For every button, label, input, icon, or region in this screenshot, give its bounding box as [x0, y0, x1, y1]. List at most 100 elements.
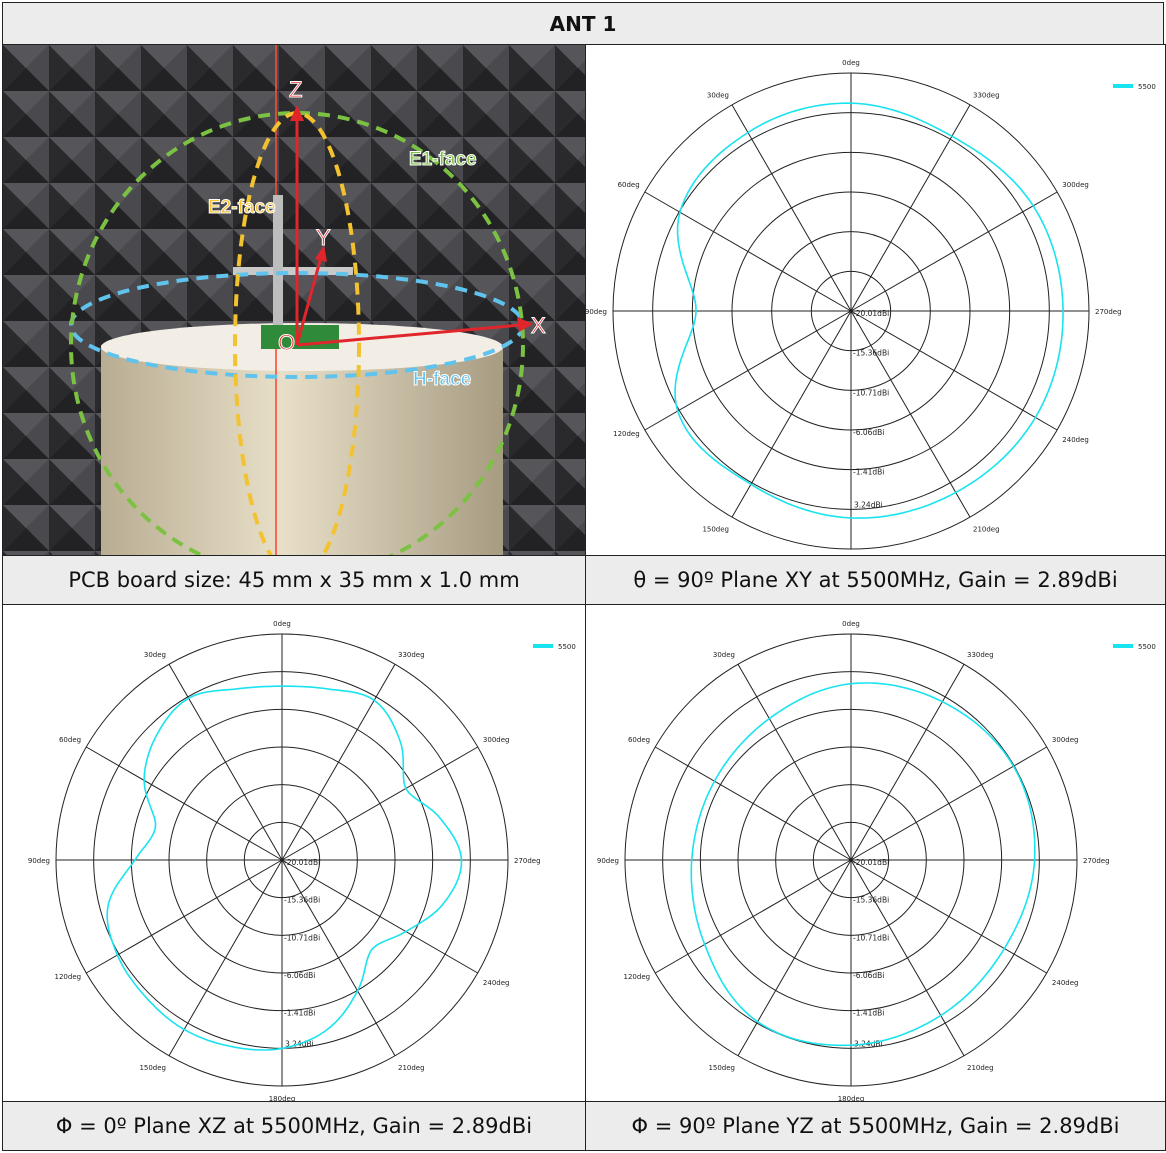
radial-tick-label: -6.06dBi — [284, 971, 315, 980]
polar-spoke — [655, 859, 852, 974]
radial-tick-label: -20.01dBi — [284, 858, 320, 867]
angle-tick-label: 0deg — [273, 620, 291, 628]
antenna-setup-photo: Z Y X O E1-face E2-face H-face — [3, 45, 585, 555]
polar-spoke — [850, 859, 965, 1056]
angle-tick-label: 270deg — [1083, 857, 1110, 865]
angle-tick-label: 120deg — [613, 430, 640, 438]
polar-spoke — [850, 859, 1047, 974]
polar-spoke — [850, 664, 965, 861]
radial-tick-label: -10.71dBi — [853, 388, 889, 397]
x-axis-label: X — [531, 313, 546, 338]
polar-spoke — [850, 310, 1058, 431]
radial-tick-label: -10.71dBi — [853, 933, 889, 942]
polar-spoke — [850, 746, 1047, 861]
figure-title: ANT 1 — [2, 2, 1164, 45]
radial-tick-label: -6.06dBi — [853, 428, 884, 437]
caption-xy: θ = 90º Plane XY at 5500MHz, Gain = 2.89… — [585, 555, 1166, 605]
polar-spoke — [281, 664, 396, 861]
radial-tick-label: -6.06dBi — [853, 971, 884, 980]
angle-tick-label: 150deg — [139, 1064, 166, 1072]
caption-xz: Φ = 0º Plane XZ at 5500MHz, Gain = 2.89d… — [2, 1101, 586, 1151]
angle-tick-label: 90deg — [597, 857, 619, 865]
angle-tick-label: 240deg — [483, 979, 510, 987]
polar-spoke — [168, 664, 283, 861]
photo-panel: Z Y X O E1-face E2-face H-face — [2, 44, 586, 556]
angle-tick-label: 0deg — [842, 620, 860, 628]
series-line-5500 — [690, 682, 1036, 1047]
angle-tick-label: 180deg — [838, 1095, 865, 1101]
y-axis-label: Y — [316, 225, 331, 250]
polar-spoke — [281, 859, 478, 974]
polar-spoke — [850, 104, 971, 312]
polar-spoke — [644, 191, 852, 312]
legend-label: 5500 — [1138, 83, 1156, 91]
angle-tick-label: 330deg — [967, 651, 994, 659]
radial-tick-label: 3.24dBi — [854, 500, 883, 509]
polar-spoke — [281, 859, 396, 1056]
angle-tick-label: 90deg — [28, 857, 50, 865]
angle-tick-label: 210deg — [973, 525, 1000, 533]
angle-tick-label: 270deg — [514, 857, 541, 865]
polar-spoke — [644, 310, 852, 431]
caption-photo: PCB board size: 45 mm x 35 mm x 1.0 mm — [2, 555, 586, 605]
angle-tick-label: 210deg — [398, 1064, 425, 1072]
e1-face-label: E1-face — [409, 149, 477, 170]
polar-chart-xz: 0deg 330deg 300deg 270deg 240deg 210deg 180deg… — [28, 620, 576, 1101]
angle-tick-label: 0deg — [842, 59, 860, 67]
angle-tick-label: 120deg — [55, 973, 82, 981]
angle-tick-label: 240deg — [1052, 979, 1079, 987]
angle-tick-label: 300deg — [1052, 736, 1079, 744]
polar-spoke — [731, 104, 852, 312]
radial-tick-label: -1.41dBi — [853, 1009, 884, 1018]
polar-spoke — [168, 859, 283, 1056]
angle-tick-label: 270deg — [1095, 308, 1122, 316]
angle-tick-label: 240deg — [1062, 436, 1089, 444]
chart-xy-panel: 0deg330deg300deg270deg240deg210deg180deg… — [585, 44, 1166, 556]
legend-label: 5500 — [558, 643, 576, 651]
h-face-label: H-face — [413, 369, 471, 390]
angle-tick-label: 300deg — [1062, 181, 1089, 189]
angle-tick-label: 330deg — [973, 92, 1000, 100]
series-line-5500 — [106, 685, 463, 1051]
angle-tick-label: 150deg — [708, 1064, 735, 1072]
chart-yz-panel: 0deg 330deg 300deg 270deg 240deg 210deg 180deg… — [585, 604, 1166, 1102]
polar-spoke — [737, 664, 852, 861]
polar-spoke — [86, 859, 283, 974]
polar-chart-yz: 0deg 330deg 300deg 270deg 240deg 210deg 180deg… — [597, 620, 1156, 1101]
angle-tick-label: 30deg — [144, 651, 166, 659]
angle-tick-label: 90deg — [586, 308, 607, 316]
radial-tick-label: -1.41dBi — [284, 1009, 315, 1018]
radial-tick-label: -15.36dBi — [853, 896, 889, 905]
angle-tick-label: 60deg — [618, 181, 640, 189]
angle-tick-label: 150deg — [702, 525, 729, 533]
angle-tick-label: 30deg — [707, 92, 729, 100]
polar-spoke — [737, 859, 852, 1056]
z-axis-label: Z — [289, 77, 302, 102]
radial-tick-label: -15.36dBi — [284, 896, 320, 905]
legend-label: 5500 — [1138, 643, 1156, 651]
polar-spoke — [86, 746, 283, 861]
angle-tick-label: 210deg — [967, 1064, 994, 1072]
angle-tick-label: 180deg — [269, 1095, 296, 1101]
angle-tick-label: 120deg — [624, 973, 651, 981]
angle-tick-label: 60deg — [628, 736, 650, 744]
origin-label: O — [278, 330, 295, 355]
series-line-5500 — [674, 102, 1064, 519]
polar-spoke — [850, 310, 971, 518]
radial-tick-label: -1.41dBi — [853, 468, 884, 477]
angle-tick-label: 300deg — [483, 736, 510, 744]
polar-spoke — [655, 746, 852, 861]
polar-spoke — [281, 746, 478, 861]
angle-tick-label: 330deg — [398, 651, 425, 659]
radial-tick-label: -15.36dBi — [853, 349, 889, 358]
polar-spoke — [850, 191, 1058, 312]
angle-tick-label: 60deg — [59, 736, 81, 744]
radial-tick-label: -20.01dBi — [853, 858, 889, 867]
radial-tick-label: -10.71dBi — [284, 933, 320, 942]
caption-yz: Φ = 90º Plane YZ at 5500MHz, Gain = 2.89… — [585, 1101, 1166, 1151]
angle-tick-label: 30deg — [713, 651, 735, 659]
polar-chart-xy: 0deg330deg300deg270deg240deg210deg180deg… — [586, 59, 1156, 550]
radial-tick-label: -20.01dBi — [853, 309, 889, 318]
e2-face-label: E2-face — [208, 197, 276, 218]
